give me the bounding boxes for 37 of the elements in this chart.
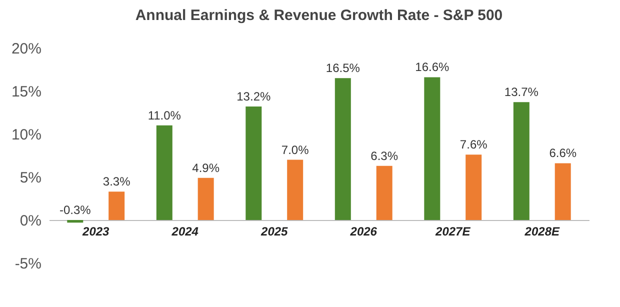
data-label: 13.7%	[504, 85, 539, 100]
x-tick-label: 2024	[170, 224, 199, 238]
bar	[513, 102, 530, 220]
bar	[466, 154, 482, 220]
data-label: 16.6%	[415, 60, 450, 74]
x-tick-label: 2026	[349, 224, 378, 238]
y-tick-label: -5%	[14, 256, 42, 272]
y-tick-label: 5%	[20, 170, 42, 186]
y-tick-label: 15%	[11, 84, 42, 100]
bar	[424, 77, 440, 220]
data-label: 13.2%	[236, 89, 271, 104]
x-tick-label: 2027E	[434, 224, 472, 238]
data-label: 4.9%	[192, 160, 220, 175]
y-tick-label: 20%	[11, 40, 42, 58]
data-label: 7.0%	[281, 142, 310, 157]
data-label: 7.6%	[460, 138, 488, 152]
y-tick-label: 0%	[20, 212, 42, 230]
bar	[198, 178, 214, 220]
bar	[67, 220, 84, 223]
bar	[246, 106, 262, 220]
data-label: 6.3%	[370, 148, 398, 163]
data-label: 16.5%	[326, 61, 360, 76]
y-tick-label: 10%	[11, 126, 42, 144]
bar	[554, 163, 571, 220]
x-tick-label: 2028E	[524, 224, 560, 238]
bar	[334, 78, 351, 220]
chart-title: Annual Earnings & Revenue Growth Rate - S&P 500	[135, 7, 503, 24]
data-label: 11.0%	[148, 108, 182, 122]
x-tick-label: 2025	[260, 224, 288, 238]
data-label: 6.6%	[549, 146, 577, 160]
bar	[108, 192, 125, 220]
bar	[376, 166, 392, 220]
bar	[156, 125, 172, 220]
bar	[287, 160, 304, 220]
data-label: -0.3%	[59, 203, 92, 217]
data-label: 3.3%	[102, 174, 131, 189]
x-tick-label: 2023	[82, 224, 110, 238]
